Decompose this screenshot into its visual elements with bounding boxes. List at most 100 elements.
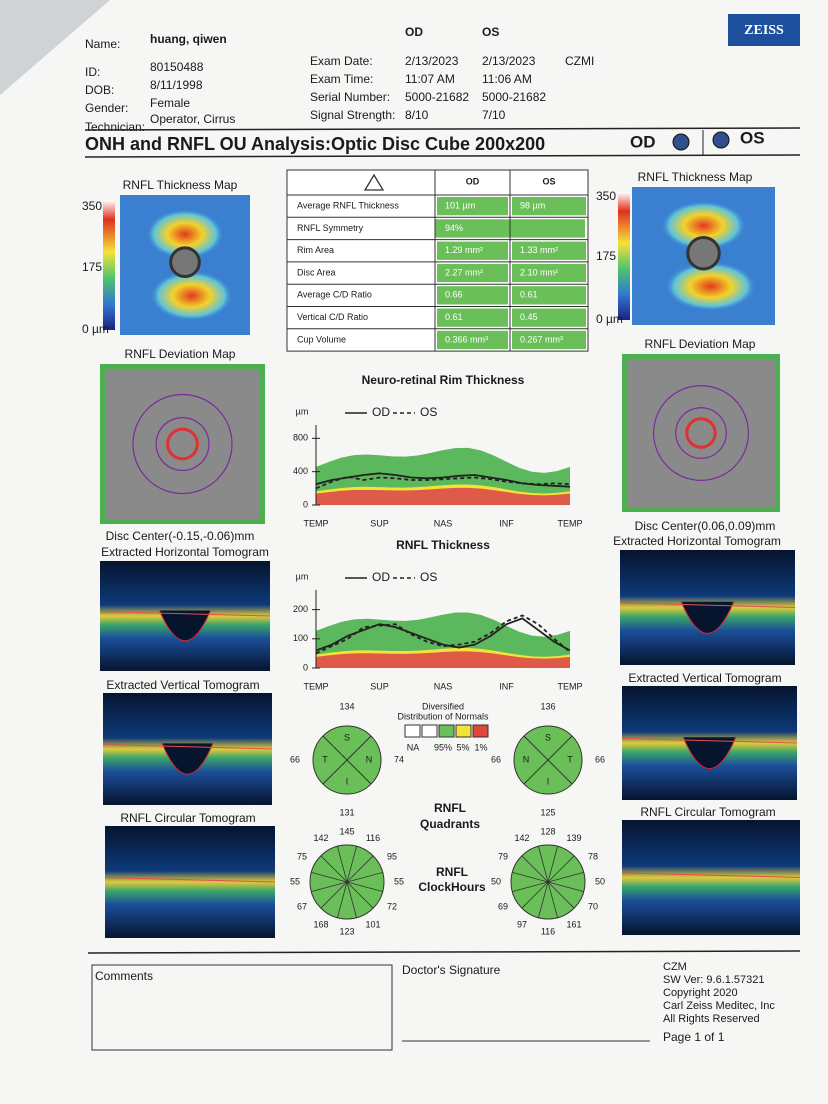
comments: Comments (95, 969, 153, 983)
series-line (315, 475, 571, 490)
clock-value: 50 (595, 876, 605, 886)
label: Name: (85, 37, 120, 51)
clock-value: 128 (540, 826, 555, 836)
value: Operator, Cirrus (150, 112, 235, 126)
tomogram-cup (682, 737, 737, 769)
tomo-title: Extracted Horizontal Tomogram (613, 534, 781, 548)
clock-value: 72 (387, 901, 397, 911)
table-value: 94% (445, 223, 463, 233)
clock-line (512, 872, 549, 883)
quadrant-letter: T (567, 754, 573, 764)
tomogram-line (99, 611, 271, 617)
y-tick-label: 0 (303, 662, 308, 672)
legend-label: OS (420, 405, 437, 419)
table-value: 0.61 (445, 312, 463, 322)
disc-center: Disc Center(-0.15,-0.06)mm (106, 529, 255, 543)
clock-value: 55 (290, 876, 300, 886)
report-title: ONH and RNFL OU Analysis:Optic Disc Cube… (85, 134, 545, 154)
clock-line (346, 855, 374, 883)
clock-value: 168 (313, 920, 328, 930)
table-value: 2.10 mm² (520, 267, 558, 277)
quadrant-value: 66 (595, 754, 605, 764)
quadrants-title: RNFL (434, 801, 466, 815)
warning-icon (363, 173, 385, 191)
clock-line (337, 846, 348, 883)
table-value: 0.61 (520, 290, 538, 300)
quadrant-value: 131 (339, 807, 354, 817)
footer-info: All Rights Reserved (663, 1013, 760, 1025)
map-hot (660, 200, 747, 251)
clock-title: ClockHours (418, 880, 486, 894)
clock-line (521, 855, 549, 883)
label: ID: (85, 65, 100, 79)
clock-line (346, 881, 357, 918)
deviation-ring (675, 407, 727, 459)
site: CZMI (565, 54, 594, 68)
exam-col: OD (405, 25, 423, 39)
quadrant-letter: S (344, 732, 350, 742)
rule (84, 154, 801, 158)
clock-line (346, 881, 374, 909)
tomo-title: Extracted Vertical Tomogram (106, 678, 259, 692)
label: Technician: (85, 120, 145, 134)
exam-value: 8/10 (405, 108, 429, 122)
clock-line (547, 881, 584, 892)
legend-swatch (404, 724, 421, 738)
scale-label: 350 (596, 189, 616, 203)
legend-label: 5% (456, 742, 469, 752)
table-cell (437, 330, 508, 350)
scale-label: 0 µm (82, 322, 109, 336)
table-value: 0.267 mm³ (520, 334, 563, 344)
normal-band (316, 487, 570, 505)
table-label: Average C/D Ratio (297, 290, 372, 300)
clock-line (512, 881, 549, 892)
tomogram-cup (159, 610, 211, 641)
value: Female (150, 96, 190, 110)
quadrant-letter: S (545, 732, 551, 742)
clock-value: 95 (387, 851, 397, 861)
legend-label: OS (420, 570, 437, 584)
table-cell (437, 241, 508, 260)
clock-line (346, 881, 383, 892)
exam-label: Serial Number: (310, 90, 390, 104)
legend-swatch (455, 724, 472, 738)
quadrant-line (523, 735, 573, 785)
scale-label: 350 (82, 199, 102, 213)
clock-value: 123 (339, 926, 354, 936)
footer-info: CZM (663, 961, 687, 973)
x-tick-label: TEMP (303, 681, 328, 691)
x-tick-label: TEMP (557, 681, 582, 691)
quadrant-letter: I (346, 776, 349, 786)
quadrant-letter: I (547, 776, 550, 786)
clock-value: 145 (339, 826, 354, 836)
tomogram-line (621, 872, 801, 878)
tomogram (622, 820, 800, 935)
y-tick-label: 0 (303, 499, 308, 509)
disc-center: Disc Center(0.06,0.09)mm (635, 519, 776, 533)
clock-value: 79 (498, 851, 508, 861)
deviation-ring (652, 385, 749, 482)
quadrant-value: 136 (540, 701, 555, 711)
table-label: Vertical C/D Ratio (297, 312, 368, 322)
deviation-disc (166, 427, 199, 461)
clock-value: 97 (517, 920, 527, 930)
os-label: OS (740, 128, 765, 147)
tomogram-line (102, 744, 273, 750)
clock-line (547, 881, 575, 909)
table-value: 1.29 mm² (445, 245, 483, 255)
table-label: Disc Area (297, 267, 336, 277)
normals-title: Diversified (422, 701, 464, 711)
exam-label: Signal Strength: (310, 108, 395, 122)
table-value: 0.366 mm³ (445, 334, 488, 344)
legend-label: OD (372, 405, 390, 419)
legend-label: 1% (474, 742, 487, 752)
quadrant-letter: N (366, 754, 373, 764)
clock-value: 116 (541, 926, 555, 936)
y-label: µm (296, 406, 309, 416)
quadrant-value: 125 (540, 807, 555, 817)
table-value: 0.66 (445, 290, 463, 300)
map-disc (169, 246, 201, 279)
clock-line (346, 846, 357, 883)
table-header: OS (542, 176, 555, 186)
tomogram-line (104, 877, 276, 883)
